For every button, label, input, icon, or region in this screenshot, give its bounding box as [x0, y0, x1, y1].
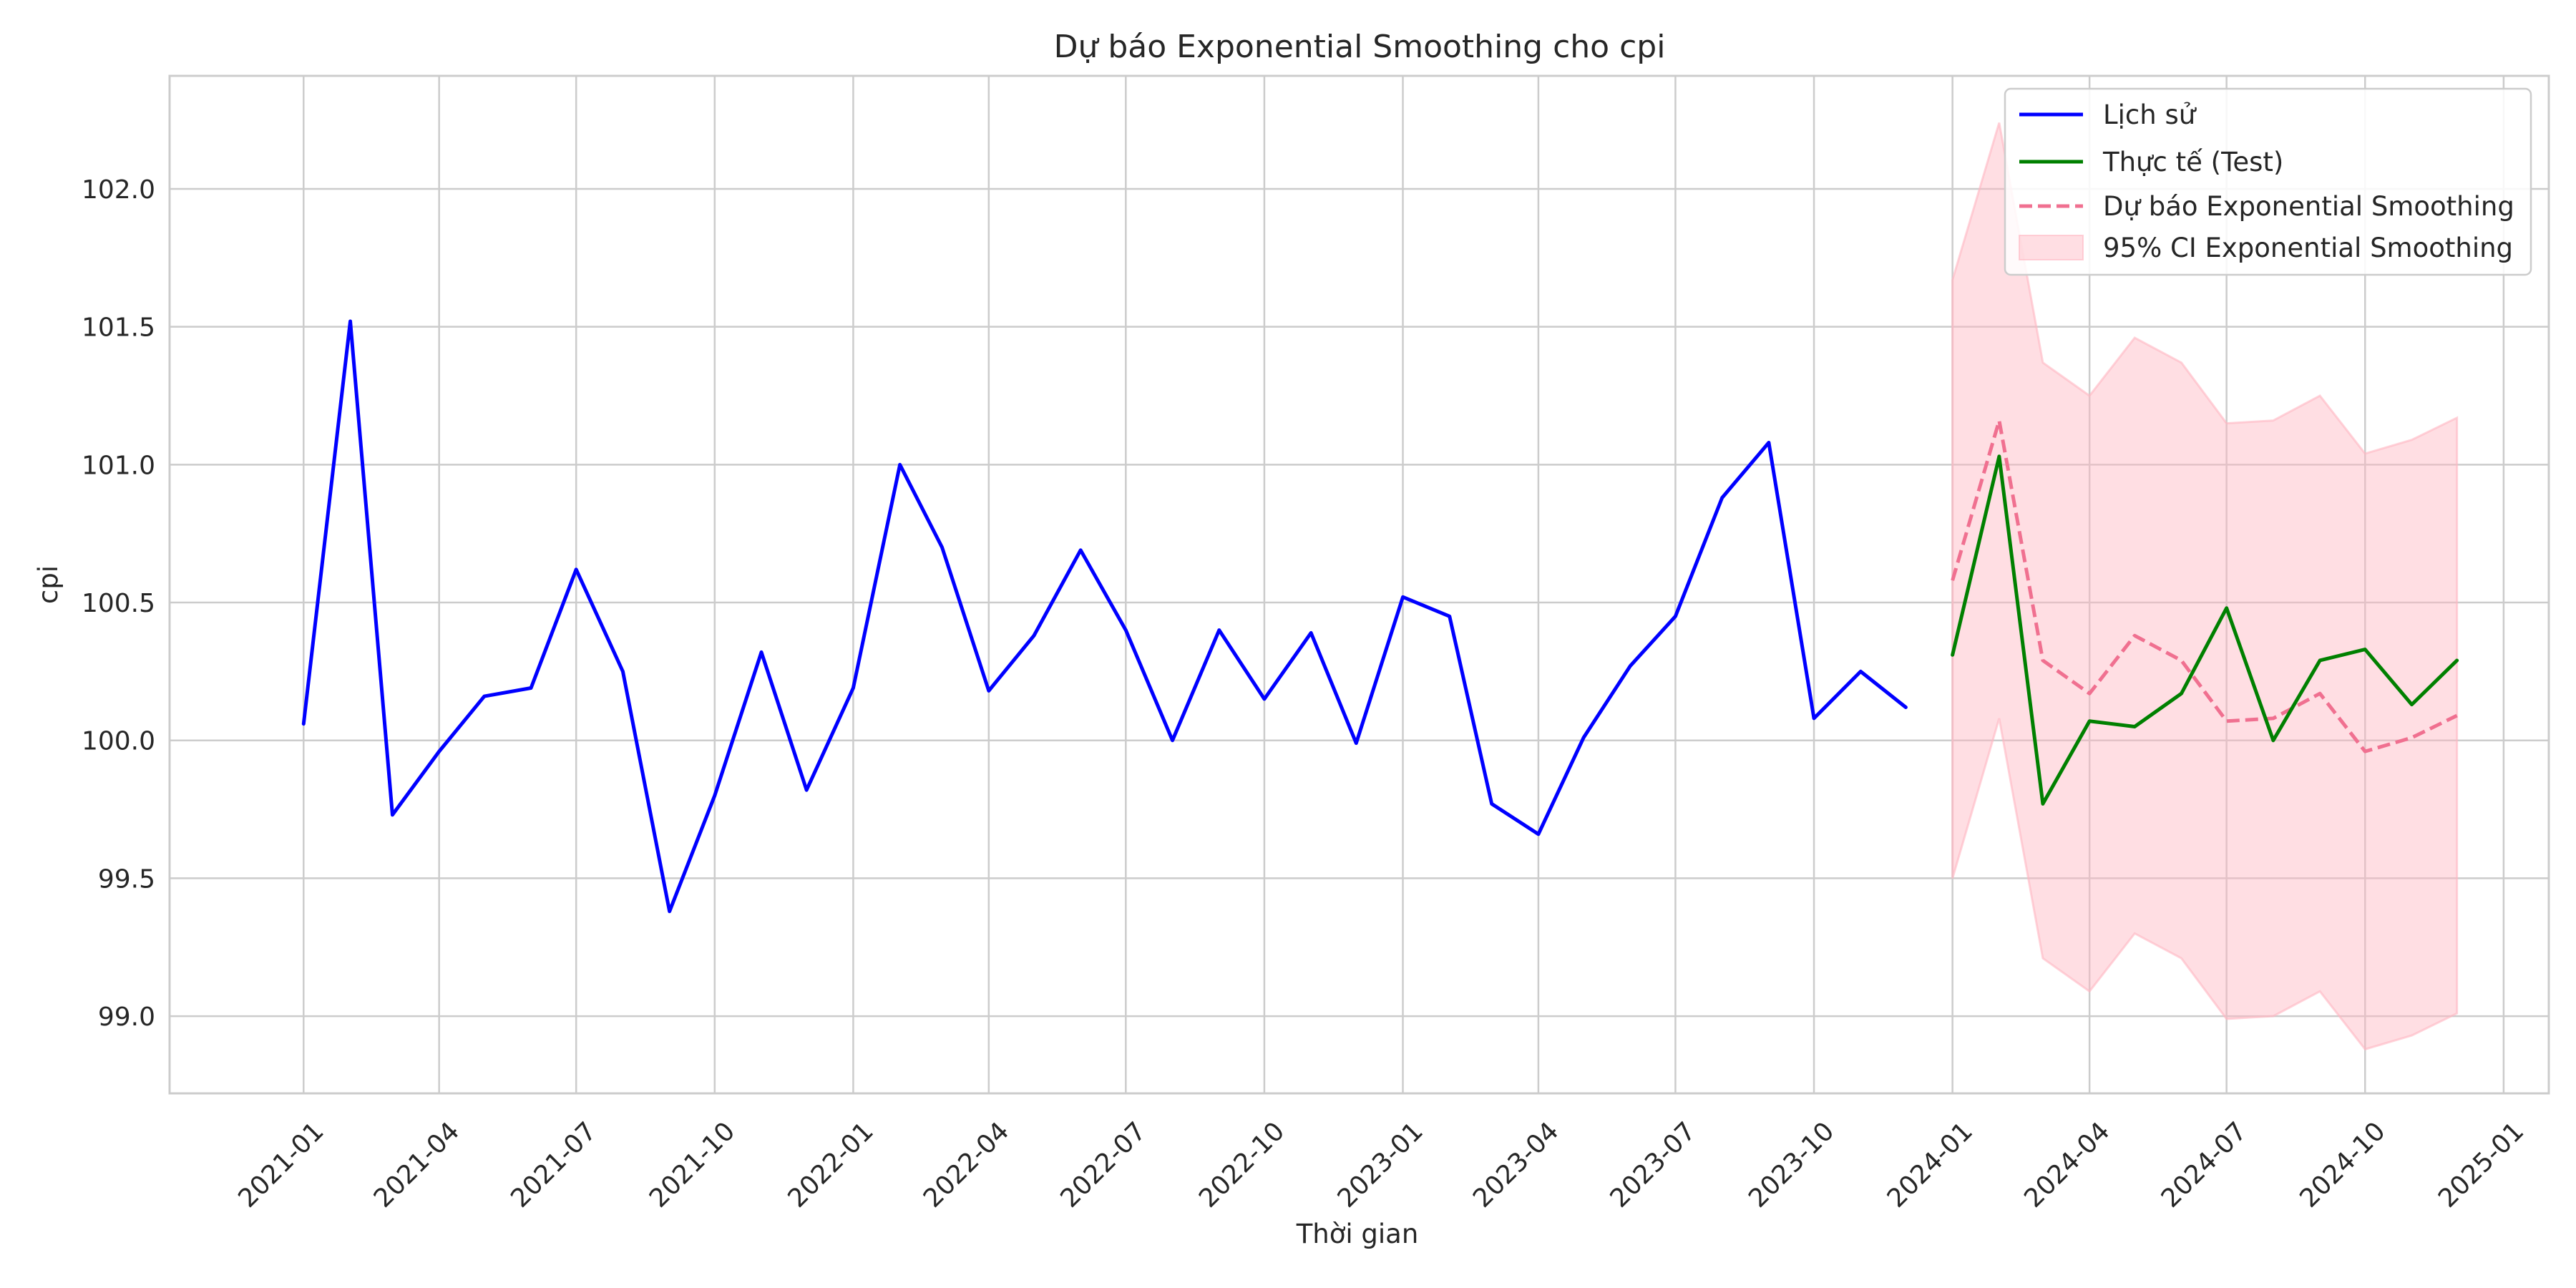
y-tick-label: 101.0: [82, 451, 155, 480]
y-tick-label: 100.0: [82, 727, 155, 756]
x-axis-label: Thời gian: [1296, 1219, 1419, 1249]
chart-title: Dự báo Exponential Smoothing cho cpi: [1054, 29, 1666, 65]
confidence-band: [1951, 122, 2459, 1051]
legend-label-2: Dự báo Exponential Smoothing: [2103, 191, 2514, 222]
legend-label-1: Thực tế (Test): [2102, 147, 2283, 177]
series-line-1: [1951, 454, 2459, 806]
plot-frame: [168, 74, 2550, 1095]
legend-label-0: Lịch sử: [2103, 99, 2197, 130]
y-tick-label: 99.5: [98, 864, 155, 894]
confidence-band-layer: [1951, 122, 2459, 1051]
legend: Lịch sử Thực tế (Test) Dự báo Exponential …: [2004, 87, 2532, 276]
grid-layer: [170, 76, 2549, 1093]
y-tick-label: 101.5: [82, 313, 155, 343]
y-tick-label: 100.5: [82, 589, 155, 618]
legend-swatch-band: [2019, 235, 2084, 260]
y-axis-label: cpi: [33, 565, 64, 604]
legend-box: [2004, 87, 2532, 276]
series-line-0: [301, 319, 1908, 914]
y-tick-label: 99.0: [98, 1002, 155, 1032]
legend-label-band: 95% CI Exponential Smoothing: [2103, 233, 2513, 263]
series-layer: [301, 319, 2459, 914]
y-tick-label: 102.0: [82, 175, 155, 205]
